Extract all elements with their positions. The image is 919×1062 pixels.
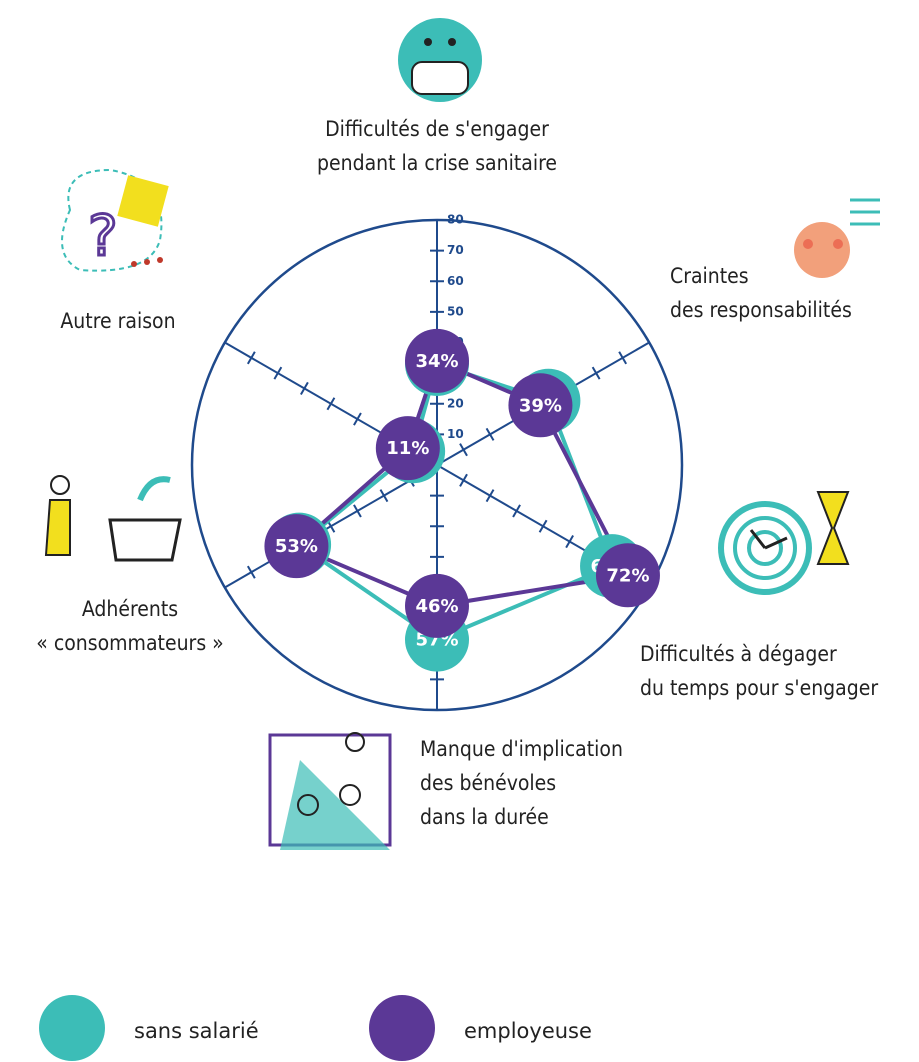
value-bubble bbox=[375, 416, 440, 481]
tick-mark bbox=[300, 381, 309, 395]
tick-label: 10 bbox=[447, 427, 464, 441]
tick-mark bbox=[220, 580, 230, 595]
category-label: Difficultés de s'engager pendant la crise… bbox=[317, 117, 557, 175]
tick-label: 80 bbox=[447, 213, 464, 227]
category-label: Craintes des responsabilités bbox=[670, 264, 852, 322]
value-bubble bbox=[405, 573, 469, 638]
tick-mark bbox=[273, 366, 283, 380]
icon-worried bbox=[794, 198, 880, 278]
value-label: 39% bbox=[519, 395, 562, 416]
tick-mark bbox=[459, 443, 468, 457]
tick-mark bbox=[565, 535, 574, 549]
category-label: Autre raison bbox=[60, 309, 175, 333]
value-bubble bbox=[595, 543, 660, 608]
value-label: 11% bbox=[386, 438, 429, 459]
icon-shopper bbox=[44, 475, 182, 562]
icon-virus bbox=[398, 18, 482, 102]
value-label: 46% bbox=[415, 596, 458, 617]
legend-swatch bbox=[369, 995, 435, 1061]
tick-mark bbox=[618, 351, 628, 365]
icon-question: ? bbox=[88, 204, 118, 269]
tick-mark bbox=[246, 351, 256, 365]
tick-mark bbox=[353, 504, 362, 518]
value-label: 53% bbox=[275, 536, 318, 557]
tick-mark bbox=[246, 565, 256, 579]
value-bubble bbox=[405, 328, 469, 393]
value-bubble bbox=[508, 373, 573, 438]
tick-label: 60 bbox=[447, 274, 464, 288]
tick-mark bbox=[353, 412, 362, 426]
category-label: Adhérents « consommateurs » bbox=[36, 597, 223, 655]
tick-mark bbox=[591, 366, 601, 380]
legend-label: employeuse bbox=[464, 1019, 592, 1043]
value-label: 34% bbox=[415, 351, 458, 372]
category-label: Manque d'implication des bénévoles dans la… bbox=[420, 737, 623, 829]
category-label: Difficultés à dégager du temps pour s'eng… bbox=[640, 642, 878, 700]
tick-mark bbox=[512, 504, 521, 518]
tick-mark bbox=[379, 489, 389, 503]
icon-puzzle: ? bbox=[61, 168, 169, 272]
tick-mark bbox=[459, 473, 468, 487]
tick-mark bbox=[326, 397, 336, 411]
tick-mark bbox=[538, 519, 548, 533]
tick-mark bbox=[485, 427, 495, 441]
value-label: 72% bbox=[606, 565, 649, 586]
legend-label: sans salarié bbox=[134, 1019, 259, 1043]
icon-clock bbox=[718, 491, 850, 595]
tick-mark bbox=[220, 335, 230, 350]
icon-team bbox=[268, 732, 392, 850]
tick-label: 50 bbox=[447, 304, 464, 318]
value-bubble bbox=[264, 514, 329, 579]
tick-label: 70 bbox=[447, 243, 464, 257]
tick-label: 20 bbox=[447, 396, 464, 410]
tick-mark bbox=[485, 489, 495, 503]
legend-swatch bbox=[39, 995, 105, 1061]
tick-mark bbox=[644, 335, 654, 350]
